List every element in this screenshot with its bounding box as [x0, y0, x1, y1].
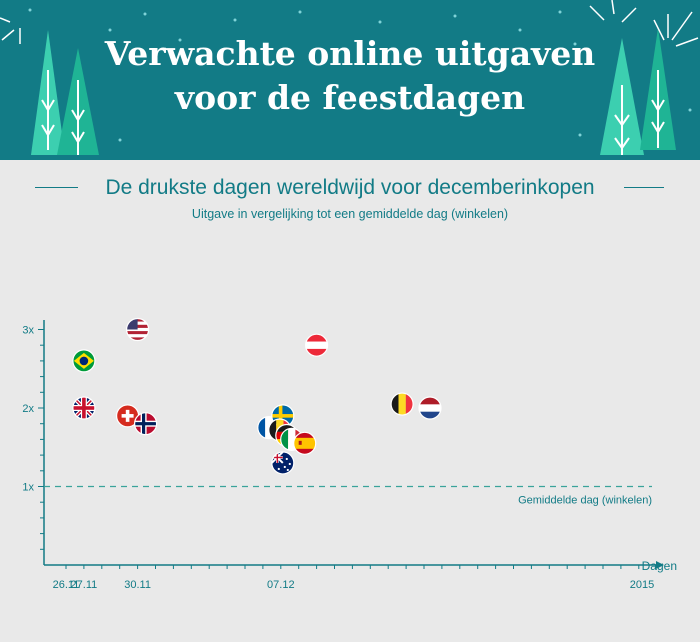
x-axis-label: Dagen [642, 559, 677, 573]
x-tick-label: 2015 [630, 579, 654, 591]
title-rule-right [624, 187, 664, 188]
header-banner: Verwachte online uitgaven voor de feestd… [0, 0, 700, 160]
title-line-2: voor de feestdagen [174, 78, 526, 117]
chart-marks [72, 317, 442, 475]
chart-subtitle: Uitgave in vergelijking tot een gemiddel… [191, 207, 509, 221]
x-tick-label: 26.11 [53, 579, 80, 591]
chart-title-row [0, 172, 700, 202]
title-rule-left [35, 187, 78, 188]
united-kingdom-flag-icon [72, 396, 96, 420]
page-title: Verwachte online uitgaven voor de feestd… [0, 32, 700, 120]
reference-line-label: Gemiddelde dag (winkelen) [518, 495, 652, 507]
y-tick-label: 3x [22, 325, 34, 337]
united-states-flag-icon [126, 317, 150, 342]
spain-flag-icon [293, 431, 317, 455]
title-line-1: Verwachte online uitgaven [104, 34, 596, 73]
norway-flag-icon [134, 412, 158, 436]
netherlands-flag-icon [418, 396, 442, 420]
x-tick-label: 07.12 [267, 579, 295, 591]
austria-flag-icon [305, 333, 329, 357]
snow-dots [28, 8, 692, 142]
australia-flag-icon [271, 451, 295, 475]
brazil-flag-icon [72, 349, 96, 373]
belgium-flag-icon [390, 392, 414, 416]
y-tick-label: 1x [22, 482, 34, 494]
tree-decoration [0, 0, 699, 155]
x-tick-label: 27.11 [71, 579, 98, 591]
y-tick-label: 2x [22, 403, 34, 415]
x-tick-label: 30.11 [124, 579, 151, 591]
starburst-icon [589, 0, 699, 47]
chart-title: De drukste dagen wereldwijd voor decembe… [105, 176, 595, 199]
x-axis-arrow-icon [656, 561, 664, 569]
